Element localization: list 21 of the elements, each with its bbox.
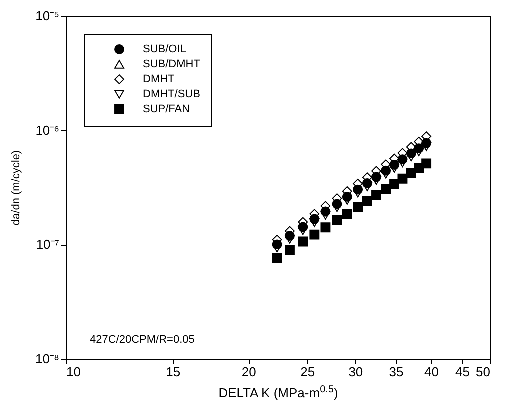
x-tick-label: 15 xyxy=(166,364,181,380)
y-tick-label: 10⁻⁶ xyxy=(36,122,60,138)
x-tick-label: 50 xyxy=(476,364,490,380)
x-tick-label: 30 xyxy=(348,364,364,380)
x-tick-label: 10 xyxy=(66,364,81,380)
legend-label: DMHT/SUB xyxy=(143,88,200,100)
annotation: 427C/20CPM/R=0.05 xyxy=(90,334,195,346)
x-tick-label: 25 xyxy=(300,364,316,380)
y-tick-label: 10⁻⁵ xyxy=(36,8,60,24)
y-axis-title: da/dn (m/cycle) xyxy=(10,150,23,226)
x-axis-title: DELTA K (MPa-m$^{0.5}$) xyxy=(218,384,338,400)
legend-label: SUP/FAN xyxy=(143,104,190,116)
legend-label: SUB/DMHT xyxy=(143,58,201,70)
x-tick-label: 40 xyxy=(424,364,439,380)
x-tick-label: 35 xyxy=(389,364,404,380)
x-tick-label: 45 xyxy=(456,364,470,380)
y-tick-label: 10⁻⁷ xyxy=(36,237,60,252)
y-tick-label: 10⁻⁸ xyxy=(36,352,60,366)
legend-label: SUB/OIL xyxy=(143,44,186,56)
legend-label: DMHT xyxy=(143,74,176,86)
x-tick-label: 20 xyxy=(242,364,256,380)
